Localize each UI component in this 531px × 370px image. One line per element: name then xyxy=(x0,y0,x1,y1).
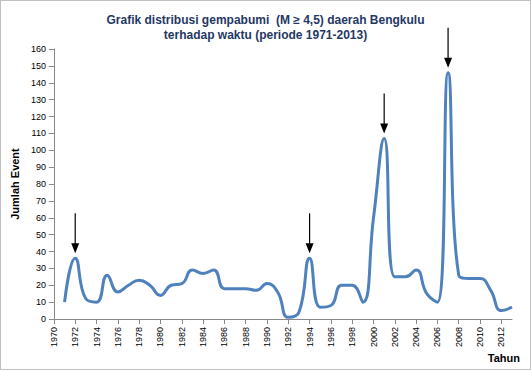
svg-text:140: 140 xyxy=(31,78,46,88)
svg-text:1980: 1980 xyxy=(155,327,165,347)
svg-text:1974: 1974 xyxy=(92,327,102,347)
svg-text:50: 50 xyxy=(36,230,46,240)
svg-text:2008: 2008 xyxy=(454,327,464,347)
svg-text:Tahun: Tahun xyxy=(488,352,520,364)
svg-text:90: 90 xyxy=(36,162,46,172)
svg-text:1988: 1988 xyxy=(241,327,251,347)
svg-text:1992: 1992 xyxy=(283,327,293,347)
svg-text:2010: 2010 xyxy=(475,327,485,347)
svg-text:1998: 1998 xyxy=(347,327,357,347)
svg-text:terhadap waktu (periode 1971-2: terhadap waktu (periode 1971-2013) xyxy=(164,28,367,42)
svg-text:2012: 2012 xyxy=(496,327,506,347)
svg-text:1978: 1978 xyxy=(134,327,144,347)
svg-text:10: 10 xyxy=(36,297,46,307)
svg-text:Grafik distribusi gempabumi (: Grafik distribusi gempabumi (M ≥ 4,5) da… xyxy=(107,13,425,27)
svg-text:1990: 1990 xyxy=(262,327,272,347)
svg-text:2002: 2002 xyxy=(390,327,400,347)
svg-text:120: 120 xyxy=(31,112,46,122)
svg-text:1986: 1986 xyxy=(219,327,229,347)
svg-text:2006: 2006 xyxy=(432,327,442,347)
svg-text:1976: 1976 xyxy=(113,327,123,347)
svg-text:150: 150 xyxy=(31,61,46,71)
svg-text:130: 130 xyxy=(31,95,46,105)
svg-text:2000: 2000 xyxy=(369,327,379,347)
svg-text:80: 80 xyxy=(36,179,46,189)
svg-text:Jumlah Event: Jumlah Event xyxy=(9,148,21,220)
svg-text:20: 20 xyxy=(36,280,46,290)
svg-text:100: 100 xyxy=(31,145,46,155)
svg-text:60: 60 xyxy=(36,213,46,223)
svg-text:40: 40 xyxy=(36,247,46,257)
svg-text:2004: 2004 xyxy=(411,327,421,347)
svg-text:1996: 1996 xyxy=(326,327,336,347)
svg-text:1970: 1970 xyxy=(49,327,59,347)
svg-text:1972: 1972 xyxy=(70,327,80,347)
svg-text:160: 160 xyxy=(31,44,46,54)
svg-text:1994: 1994 xyxy=(305,327,315,347)
svg-text:1984: 1984 xyxy=(198,327,208,347)
svg-text:110: 110 xyxy=(32,128,46,138)
svg-text:30: 30 xyxy=(36,263,46,273)
svg-text:0: 0 xyxy=(41,314,46,324)
svg-text:70: 70 xyxy=(36,196,46,206)
svg-text:1982: 1982 xyxy=(177,327,187,347)
